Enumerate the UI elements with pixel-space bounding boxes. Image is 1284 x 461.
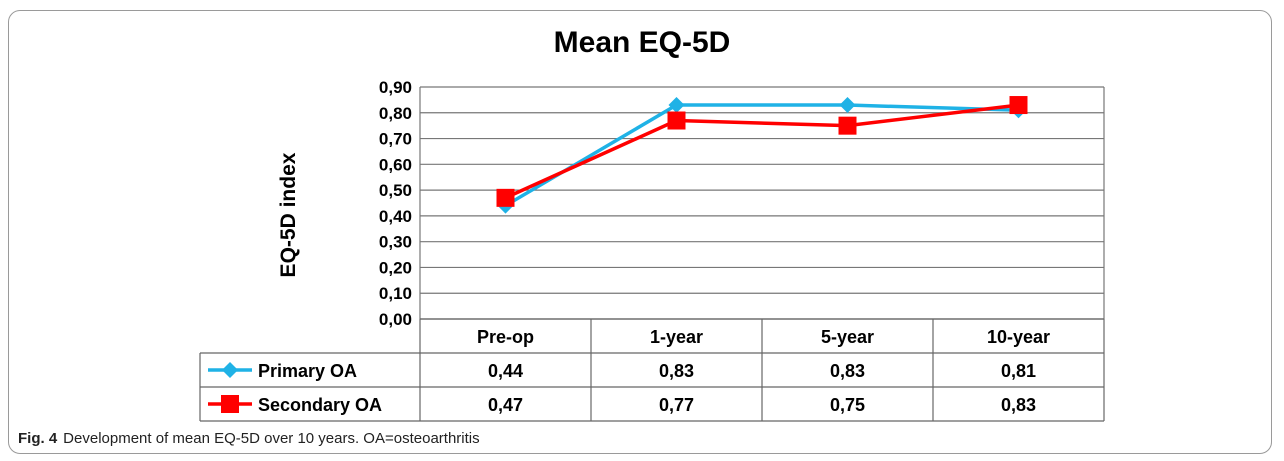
data-label: 0,83 bbox=[830, 361, 865, 381]
data-label: 0,47 bbox=[488, 395, 523, 415]
data-label: 0,77 bbox=[659, 395, 694, 415]
chart-title: Mean EQ-5D bbox=[554, 26, 731, 59]
series-line bbox=[504, 103, 1019, 208]
data-table: Pre-op 1-year 5-year 10-year Primary OA 0,44 0… bbox=[199, 318, 1105, 422]
y-tick-label: 0,10 bbox=[379, 284, 412, 303]
data-point bbox=[668, 97, 685, 114]
y-tick-label: 0,00 bbox=[379, 310, 412, 329]
caption-text: Development of mean EQ-5D over 10 years.… bbox=[63, 430, 480, 447]
caption-label: Fig. 4 bbox=[18, 430, 58, 447]
x-category-label: 5-year bbox=[821, 327, 874, 347]
x-category-label: Pre-op bbox=[477, 327, 534, 347]
y-axis-ticks: 0,00 0,10 0,20 0,30 0,40 0,50 0,60 0,70 0,80 0,90 bbox=[379, 78, 412, 329]
chart: Mean EQ-5D EQ-5D index 0,000,100,200,300… bbox=[199, 26, 1105, 422]
data-label: 0,83 bbox=[1001, 395, 1036, 415]
y-tick-label: 0,20 bbox=[379, 258, 412, 277]
data-label: 0,81 bbox=[1001, 361, 1036, 381]
series-group bbox=[496, 96, 1028, 214]
legend-marker bbox=[221, 395, 239, 413]
data-point bbox=[838, 116, 857, 135]
y-tick-label: 0,80 bbox=[379, 104, 412, 123]
data-point bbox=[839, 97, 856, 114]
data-point bbox=[496, 188, 515, 207]
legend-marker bbox=[222, 362, 238, 378]
data-label: 0,44 bbox=[488, 361, 523, 381]
legend-label: Secondary OA bbox=[258, 395, 382, 415]
y-tick-label: 0,70 bbox=[379, 130, 412, 149]
y-axis-label: EQ-5D index bbox=[277, 152, 300, 277]
data-label: 0,83 bbox=[659, 361, 694, 381]
y-tick-label: 0,30 bbox=[379, 233, 412, 252]
figure-caption: Fig. 4 Development of mean EQ-5D over 10 … bbox=[18, 430, 480, 447]
data-label: 0,75 bbox=[830, 395, 865, 415]
x-category-label: 10-year bbox=[987, 327, 1050, 347]
y-tick-label: 0,60 bbox=[379, 155, 412, 174]
data-point bbox=[1009, 96, 1028, 115]
series-secondary-oa bbox=[496, 96, 1028, 207]
series-line bbox=[504, 103, 1019, 200]
data-point bbox=[667, 111, 686, 130]
y-tick-label: 0,90 bbox=[379, 78, 412, 97]
y-tick-label: 0,50 bbox=[379, 181, 412, 200]
legend-label: Primary OA bbox=[258, 361, 357, 381]
figure-frame bbox=[8, 10, 1272, 454]
x-category-label: 1-year bbox=[650, 327, 703, 347]
y-tick-label: 0,40 bbox=[379, 207, 412, 226]
